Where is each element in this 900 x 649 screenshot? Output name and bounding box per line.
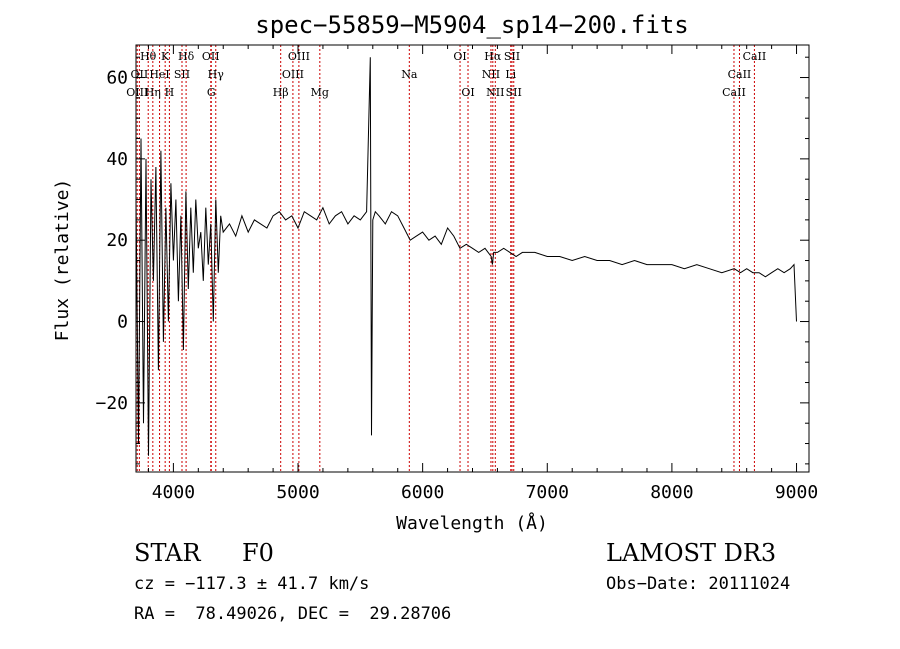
line-label-13: OIII bbox=[282, 68, 304, 81]
line-label-15: NII bbox=[482, 68, 500, 81]
y-tick-label-1: 0 bbox=[117, 312, 128, 333]
y-axis-label: Flux (relative) bbox=[52, 179, 73, 342]
x-axis-ticks: 4000 5000 6000 7000 8000 9000 bbox=[147, 45, 818, 503]
line-label-4: OIII bbox=[288, 50, 310, 63]
y-tick-label-0: −20 bbox=[95, 393, 128, 414]
y-tick-label-2: 20 bbox=[106, 230, 128, 251]
spectral-line-markers bbox=[136, 45, 755, 472]
line-label-5: OI bbox=[453, 50, 466, 63]
line-label-23: Mg bbox=[311, 86, 329, 99]
line-label-8: CaII bbox=[743, 50, 767, 63]
line-label-17: CaII bbox=[728, 68, 752, 81]
y-tick-label-4: 60 bbox=[106, 68, 128, 89]
line-label-27: CaII bbox=[722, 86, 746, 99]
line-label-16: Li bbox=[505, 68, 516, 81]
sky-coordinates: RA = 78.49026, DEC = 29.28706 bbox=[134, 604, 452, 624]
line-label-20: H bbox=[165, 86, 175, 99]
line-label-25: NII bbox=[486, 86, 504, 99]
survey-name: LAMOST DR3 bbox=[606, 539, 777, 567]
line-label-14: Na bbox=[401, 68, 418, 81]
line-label-11: SII bbox=[174, 68, 190, 81]
chart-title: spec−55859−M5904_sp14−200.fits bbox=[255, 11, 688, 39]
x-tick-label-1: 5000 bbox=[276, 482, 319, 503]
line-label-24: OI bbox=[461, 86, 474, 99]
x-axis-label: Wavelength (Å) bbox=[396, 512, 548, 534]
line-label-9: OII bbox=[131, 68, 149, 81]
observation-date: Obs−Date: 20111024 bbox=[606, 574, 791, 594]
line-label-7: SII bbox=[504, 50, 520, 63]
x-tick-label-2: 6000 bbox=[401, 482, 444, 503]
flux-series-line bbox=[135, 57, 797, 456]
x-tick-label-5: 9000 bbox=[775, 482, 818, 503]
line-label-6: Hα bbox=[484, 50, 502, 63]
line-label-10: HeI bbox=[149, 68, 169, 81]
line-label-19: Hη bbox=[145, 86, 161, 99]
object-class: STAR bbox=[134, 539, 201, 567]
y-tick-label-3: 40 bbox=[106, 149, 128, 170]
redshift-velocity: cz = −117.3 ± 41.7 km/s bbox=[134, 574, 370, 594]
x-tick-label-4: 8000 bbox=[650, 482, 693, 503]
line-label-26: SII bbox=[506, 86, 522, 99]
line-label-3: OII bbox=[202, 50, 220, 63]
x-tick-label-3: 7000 bbox=[526, 482, 569, 503]
line-label-22: Hβ bbox=[273, 86, 289, 99]
line-label-2: Hδ bbox=[178, 50, 195, 63]
line-label-21: G bbox=[207, 86, 216, 99]
line-label-18: OIII bbox=[126, 86, 148, 99]
line-label-1: K bbox=[161, 50, 170, 63]
plot-frame bbox=[135, 44, 810, 473]
y-axis-ticks: −20 0 20 40 60 bbox=[95, 56, 809, 465]
object-subclass: F0 bbox=[242, 539, 274, 567]
line-label-12: Hγ bbox=[208, 68, 225, 81]
x-tick-label-0: 4000 bbox=[152, 482, 195, 503]
line-label-0: Hθ bbox=[140, 50, 157, 63]
